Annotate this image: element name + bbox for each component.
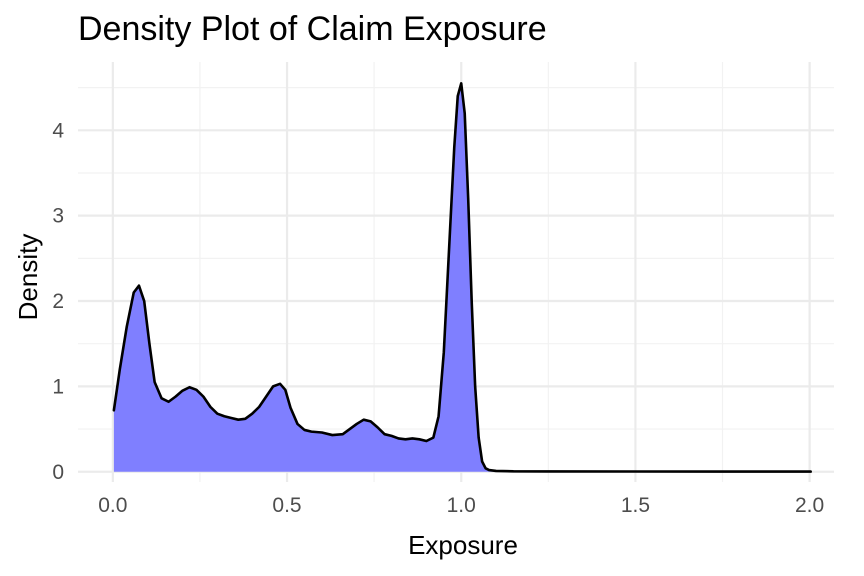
density-area <box>113 83 811 472</box>
density-line <box>112 82 812 473</box>
x-tick-label: 0.5 <box>272 494 301 517</box>
y-tick-label: 3 <box>52 205 64 228</box>
x-axis-title: Exposure <box>408 530 518 560</box>
x-tick-label: 2.0 <box>795 494 824 517</box>
y-tick-label: 2 <box>52 290 64 313</box>
x-tick-label: 1.5 <box>621 494 650 517</box>
x-tick-label: 0.0 <box>98 494 127 517</box>
plot-area <box>112 82 812 473</box>
y-axis-title: Density <box>13 234 43 321</box>
x-tick-label: 1.0 <box>447 494 476 517</box>
y-tick-label: 1 <box>52 375 64 398</box>
y-tick-label: 0 <box>52 461 64 484</box>
chart-title: Density Plot of Claim Exposure <box>78 10 547 48</box>
tick-labels: 0.0 0.5 1.0 1.5 2.0 0 1 2 3 4 <box>52 119 824 517</box>
y-tick-label: 4 <box>52 119 64 142</box>
